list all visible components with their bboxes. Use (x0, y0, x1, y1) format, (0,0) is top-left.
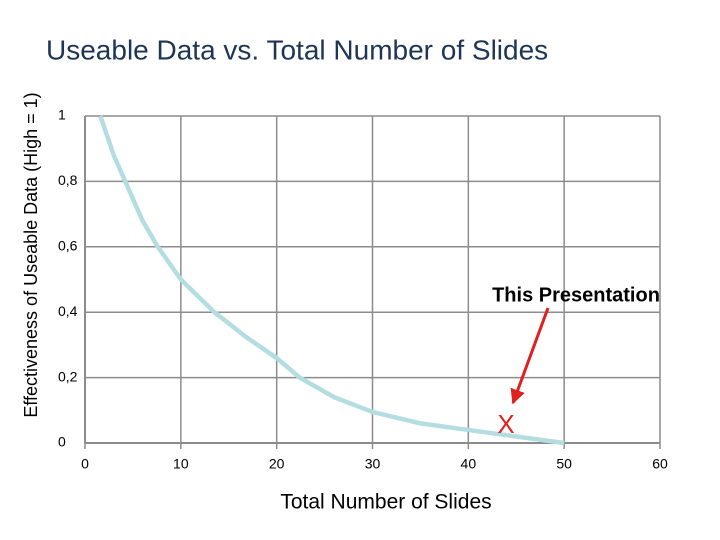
x-tick-label: 0 (81, 456, 89, 472)
annotation-marker: X (497, 409, 514, 439)
y-tick-label: 0,2 (58, 368, 78, 384)
x-tick-label: 20 (269, 456, 285, 472)
y-tick-label: 0,4 (58, 303, 78, 319)
y-tick-label: 0 (58, 434, 66, 450)
y-tick-label: 1 (58, 107, 66, 123)
y-tick-label: 0,6 (58, 238, 78, 254)
x-axis-label: Total Number of Slides (280, 491, 491, 514)
x-tick-label: 40 (461, 456, 477, 472)
y-tick-label: 0,8 (58, 172, 78, 188)
x-tick-label: 10 (173, 456, 189, 472)
annotation: This Presentation (492, 284, 660, 306)
x-tick-label: 50 (556, 456, 572, 472)
x-tick-label: 60 (652, 456, 668, 472)
chart-title: Useable Data vs. Total Number of Slides (46, 34, 548, 65)
x-tick-label: 30 (365, 456, 381, 472)
line-series (98, 115, 565, 446)
annotation-arrow (510, 307, 550, 405)
y-axis-label: Effectiveness of Useable Data (High = 1) (21, 92, 41, 417)
